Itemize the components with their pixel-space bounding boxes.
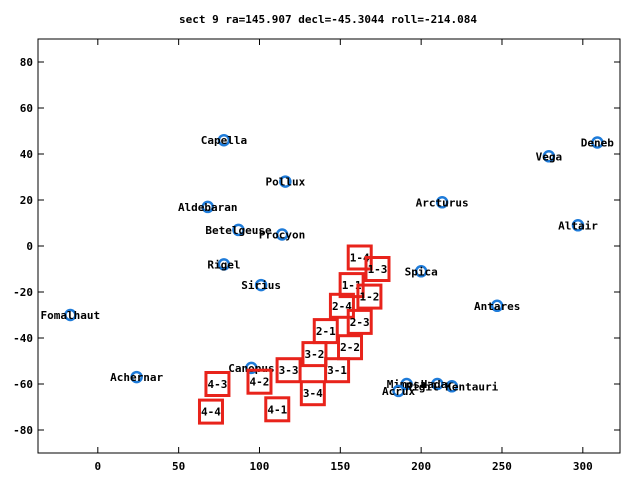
tile-box: [275, 357, 302, 384]
star-marker: [542, 150, 556, 163]
x-tick-label: 200: [411, 460, 431, 473]
tile-label: 3-3: [279, 364, 299, 377]
tile-label: 2-2: [340, 341, 360, 354]
star-label: Aldebaran: [178, 201, 238, 214]
star-marker: [130, 370, 143, 384]
star-marker: [490, 299, 504, 313]
star-marker: [400, 377, 413, 391]
star-label: Sirius: [241, 279, 281, 292]
star-marker: [445, 380, 459, 393]
y-tick-label: -80: [13, 424, 33, 437]
star-marker: [275, 228, 289, 241]
tile-box: [324, 357, 351, 384]
y-tick-label: -60: [13, 378, 33, 391]
x-tick-label: 300: [573, 460, 593, 473]
y-tick-label: 80: [20, 56, 33, 69]
y-tick-label: 20: [20, 194, 33, 207]
tile-label: 1-2: [359, 291, 379, 304]
star-marker: [435, 196, 449, 209]
star-label: Spica: [405, 265, 438, 278]
axis-ticks: 0 50 100 150 200 250 300 -80 -60 -40 -20 0 20 40 60 80: [13, 39, 620, 473]
x-tick-label: 150: [330, 460, 350, 473]
tile-label: 3-4: [303, 387, 323, 400]
star-marker: [217, 133, 231, 147]
tile-label: 3-2: [305, 348, 325, 361]
tile-box: [301, 341, 328, 368]
star-label: Altair: [558, 219, 598, 232]
star-marker: [279, 175, 292, 188]
tile-box: [204, 371, 231, 397]
star-label: Betelgeuse: [205, 224, 272, 237]
tile-box: [346, 308, 373, 335]
tile-box: [328, 292, 355, 319]
y-tick-label: 40: [20, 148, 33, 161]
x-tick-label: 0: [95, 460, 102, 473]
x-tick-label: 100: [250, 460, 270, 473]
tile-label: 4-4: [201, 406, 221, 419]
tile-label: 2-3: [350, 316, 370, 329]
tile-box: [264, 396, 291, 423]
star-label: Arcturus: [416, 196, 469, 209]
star-label: Acrux: [382, 385, 415, 398]
star-marker: [217, 258, 231, 271]
tile-label: 2-1: [316, 325, 336, 338]
chart-title: sect 9 ra=145.907 decl=-45.3044 roll=-21…: [179, 13, 477, 26]
star-marker: [392, 384, 405, 398]
star-label: Mimosa: [387, 378, 427, 391]
star-label: Rigil Kentauri: [406, 380, 499, 393]
star-label: Rigel: [207, 258, 240, 271]
star-marker: [591, 136, 604, 149]
star-marker: [201, 200, 214, 214]
star-label: Fomalhaut: [41, 309, 101, 322]
tile-label: 4-3: [208, 378, 228, 391]
x-tick-label: 50: [172, 460, 185, 473]
tile-label: 1-3: [368, 263, 388, 276]
star-marker: [64, 308, 77, 322]
tile-box: [197, 398, 224, 425]
star-marker: [571, 219, 585, 232]
tile-box: [364, 256, 391, 282]
star-marker: [232, 223, 245, 237]
tile-label: 4-2: [250, 376, 270, 389]
star-label: Antares: [474, 300, 520, 313]
tile-box: [246, 368, 273, 395]
star-label: Capella: [201, 134, 247, 147]
star-marker: [431, 377, 444, 391]
sector-tiles: 1-41-31-11-22-42-32-12-23-23-13-34-24-33…: [197, 244, 391, 425]
y-tick-label: 60: [20, 102, 33, 115]
star-label: Deneb: [581, 137, 614, 150]
star-marker: [414, 265, 428, 278]
plot-frame: [37, 38, 621, 454]
tile-box: [356, 283, 383, 310]
y-tick-label: 0: [26, 240, 33, 253]
star-label: Vega: [536, 150, 563, 163]
star-label: Achernar: [110, 371, 163, 384]
star-label: Pollux: [265, 176, 305, 189]
star-label: Procyon: [259, 229, 305, 242]
x-tick-label: 250: [492, 460, 512, 473]
y-tick-label: -40: [13, 332, 33, 345]
star-marker: [254, 278, 268, 292]
y-tick-label: -20: [13, 286, 33, 299]
tile-label: 4-1: [267, 403, 287, 416]
star-marker: [245, 361, 258, 375]
star-label: Canopus: [228, 362, 274, 375]
tile-label: 3-1: [327, 364, 347, 377]
tile-box: [299, 380, 326, 407]
